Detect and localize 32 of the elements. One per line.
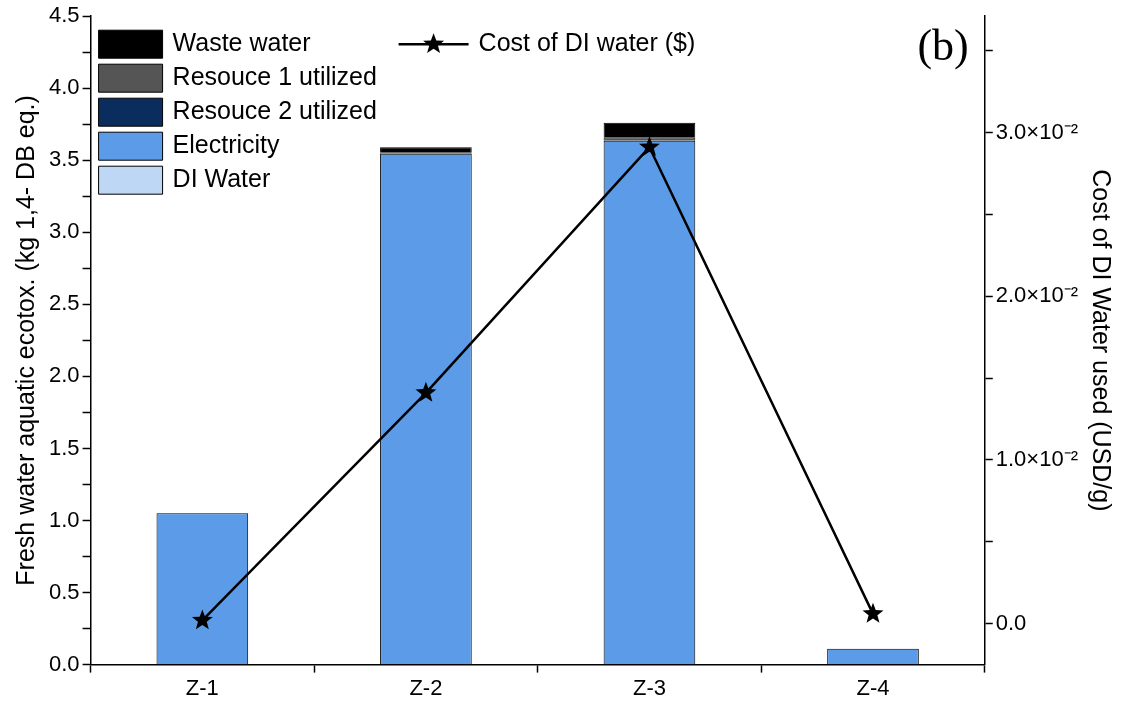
annotation: (b) — [917, 20, 969, 70]
x-tick-label: Z-2 — [409, 674, 443, 700]
bar — [380, 147, 472, 153]
x-tick-label: Z-3 — [632, 674, 666, 700]
legend-label: Cost of DI water ($) — [478, 28, 696, 57]
y-tick-label: 2.0 — [48, 362, 80, 388]
y-tick-label: 2.5 — [48, 290, 80, 316]
legend-label: DI Water — [172, 164, 271, 193]
y-tick-label: 4.0 — [48, 74, 80, 100]
y2-tick-label: 3.0×10⁻² — [995, 118, 1079, 144]
y-tick-label: 1.0 — [48, 506, 80, 532]
y2-tick-label: 2.0×10⁻² — [995, 282, 1079, 308]
legend-label: Electricity — [172, 130, 281, 159]
legend-label: Waste water — [172, 28, 311, 57]
y-tick-label: 0.5 — [48, 578, 80, 604]
y2-tick-label: 1.0×10⁻² — [995, 445, 1079, 471]
x-tick-label: Z-1 — [185, 674, 219, 700]
y-tick-label: 3.5 — [48, 146, 80, 172]
legend-label: Resouce 2 utilized — [172, 96, 377, 125]
y-axis-title: Fresh water aquatic ecotox. (kg 1,4- DB eq.) — [10, 95, 39, 586]
legend-label: Resouce 1 utilized — [172, 62, 377, 91]
y-tick-label: 1.5 — [48, 434, 80, 460]
y2-tick-label: 0.0 — [995, 609, 1027, 635]
point — [638, 136, 660, 157]
point — [415, 381, 437, 402]
y-tick-label: 0.0 — [48, 650, 80, 676]
y-tick-label: 3.0 — [48, 218, 80, 244]
point — [191, 609, 213, 630]
y2-axis-title: Cost of DI Water used (USD/g) — [1088, 169, 1117, 512]
point — [862, 602, 884, 623]
y-tick-label: 4.5 — [48, 2, 80, 28]
x-tick-label: Z-4 — [856, 674, 890, 700]
